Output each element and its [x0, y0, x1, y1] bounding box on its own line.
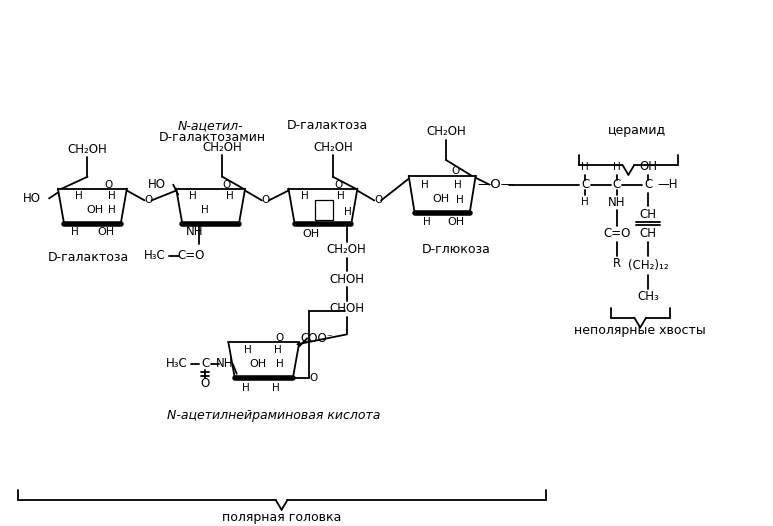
Text: C: C: [612, 178, 621, 191]
Text: CH₂OH: CH₂OH: [203, 141, 242, 154]
Text: H: H: [71, 227, 79, 237]
Text: C: C: [201, 358, 209, 370]
Text: H: H: [274, 345, 281, 355]
Text: O: O: [145, 196, 153, 206]
Text: церамид: церамид: [608, 124, 666, 137]
Text: C=O: C=O: [603, 227, 630, 240]
Text: CH: CH: [639, 227, 656, 240]
Text: H: H: [454, 180, 461, 190]
Text: OH: OH: [432, 195, 449, 205]
Text: O: O: [262, 196, 270, 206]
Text: H: H: [421, 180, 428, 190]
Text: OH: OH: [250, 359, 267, 369]
Text: H: H: [337, 191, 345, 201]
Text: O: O: [200, 377, 209, 390]
Text: CH: CH: [639, 208, 656, 221]
Text: H₃C: H₃C: [165, 358, 187, 370]
Text: COO⁻: COO⁻: [301, 332, 333, 345]
Text: C: C: [581, 178, 589, 191]
Text: H: H: [423, 217, 431, 227]
Text: H: H: [272, 382, 280, 392]
Text: C=O: C=O: [177, 249, 205, 262]
Bar: [315, 200, 333, 220]
Text: H: H: [75, 191, 83, 201]
Text: HO: HO: [148, 178, 166, 191]
Text: H: H: [242, 382, 250, 392]
Text: CH₃: CH₃: [637, 290, 659, 304]
Text: H: H: [581, 197, 589, 207]
Text: C: C: [644, 178, 652, 191]
Text: R: R: [612, 257, 621, 270]
Text: O: O: [223, 180, 230, 190]
Text: OH: OH: [302, 229, 320, 239]
Text: D-галактоза: D-галактоза: [286, 119, 367, 132]
Text: NH: NH: [216, 358, 233, 370]
Text: N-ацетил-: N-ацетил-: [178, 119, 243, 132]
Text: H: H: [344, 207, 352, 217]
Text: O: O: [104, 180, 112, 190]
Text: H: H: [108, 191, 116, 201]
Text: CH₂OH: CH₂OH: [313, 141, 352, 154]
Text: OH: OH: [448, 217, 465, 227]
Text: CHOH: CHOH: [329, 273, 364, 286]
Text: D-галактозамин: D-галактозамин: [159, 131, 266, 144]
Text: (CH₂)₁₂: (CH₂)₁₂: [628, 259, 669, 272]
Text: H: H: [189, 191, 197, 201]
Text: полярная головка: полярная головка: [222, 511, 341, 524]
Text: CHOH: CHOH: [329, 302, 364, 315]
Text: H: H: [301, 191, 309, 201]
Text: H: H: [276, 359, 284, 369]
Text: H₃C: H₃C: [144, 249, 165, 262]
Text: NH: NH: [186, 226, 203, 238]
Text: OH: OH: [87, 205, 104, 215]
Text: H: H: [581, 162, 589, 172]
Text: неполярные хвосты: неполярные хвосты: [574, 324, 706, 337]
Text: OH: OH: [97, 227, 114, 237]
Text: O: O: [452, 166, 460, 176]
Text: H: H: [201, 205, 209, 215]
Text: O: O: [374, 196, 383, 206]
Text: NH: NH: [608, 196, 625, 209]
Text: H: H: [456, 196, 464, 206]
Text: O: O: [275, 333, 284, 343]
Text: O: O: [309, 373, 317, 383]
Text: —O—: —O—: [477, 178, 514, 191]
Text: HO: HO: [23, 192, 41, 205]
Text: D-глюкоза: D-глюкоза: [421, 243, 490, 256]
Text: CH₂OH: CH₂OH: [67, 143, 107, 156]
Text: H: H: [226, 191, 234, 201]
Text: H: H: [613, 162, 621, 172]
Text: OH: OH: [639, 160, 657, 174]
Text: H: H: [108, 205, 116, 215]
Text: CH₂OH: CH₂OH: [327, 243, 366, 256]
Text: H: H: [244, 345, 252, 355]
Text: CH₂OH: CH₂OH: [426, 125, 466, 138]
Text: N-ацетилнейраминовая кислота: N-ацетилнейраминовая кислота: [167, 409, 380, 422]
Text: O: O: [335, 180, 343, 190]
Text: —H: —H: [658, 178, 678, 191]
Text: D-галактоза: D-галактоза: [48, 251, 129, 264]
